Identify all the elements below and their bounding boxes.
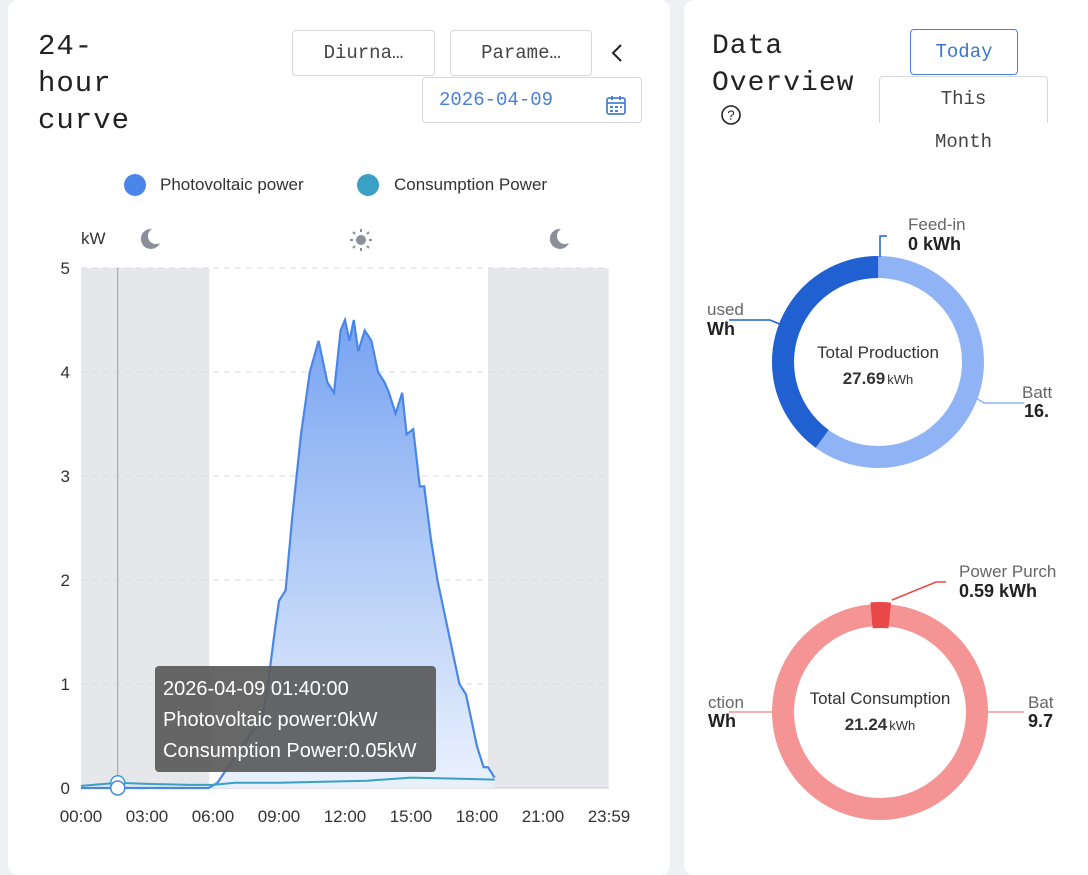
battery-consumption-label: Bat <box>1028 693 1054 712</box>
self-consumption-label: ction <box>708 693 744 712</box>
moon-icon <box>545 226 571 257</box>
consumption-donut[interactable] <box>684 560 1088 860</box>
hover-marker-pv <box>109 780 126 796</box>
tab-this-month[interactable]: This <box>879 76 1048 123</box>
x-tick-label: 12:00 <box>324 807 367 826</box>
consumption-center-label: Total Consumption <box>809 689 951 708</box>
production-center-label: Total Production <box>817 343 939 362</box>
y-tick-label: 5 <box>61 259 70 278</box>
x-tick-label: 06:00 <box>192 807 235 826</box>
help-circle-icon[interactable]: ? <box>720 104 742 131</box>
tooltip-pv: Photovoltaic power:0kW <box>163 709 378 731</box>
production-center-value: 27.69 <box>842 369 886 388</box>
consumption-purchase-arc <box>770 602 990 822</box>
x-tick-label: 18:00 <box>456 807 499 826</box>
y-tick-label: 1 <box>61 675 70 694</box>
legend-consumption-dot[interactable] <box>357 174 379 196</box>
y-tick-label: 3 <box>61 467 70 486</box>
production-donut[interactable] <box>684 200 1088 500</box>
x-tick-label: 09:00 <box>258 807 301 826</box>
consumption-line <box>80 776 495 787</box>
self-consumption-value: Wh <box>708 711 736 731</box>
production-center: Total Production 27.69 kWh <box>778 343 978 389</box>
x-tick-label: 21:00 <box>522 807 565 826</box>
y-unit-label: kW <box>81 229 106 248</box>
curve-title: 24- hour curve <box>38 28 130 139</box>
feed-in-label: Feed-in <box>908 215 966 234</box>
date-picker[interactable]: 2026-04-09 <box>422 77 642 123</box>
tab-today[interactable]: Today <box>910 29 1018 75</box>
moon-icon <box>136 226 162 257</box>
overview-title-line: Data <box>712 31 784 62</box>
x-tick-label: 15:00 <box>390 807 433 826</box>
night-band <box>488 268 609 788</box>
curve-card: 24- hour curve Diurna… Parame… 2026-04-0… <box>8 0 670 875</box>
chevron-left-icon[interactable] <box>606 38 630 68</box>
self-used-label: used <box>707 300 744 319</box>
parameter-select[interactable]: Parame… <box>450 30 592 76</box>
consumption-center: Total Consumption 21.24 kWh <box>780 689 980 735</box>
x-tick-label: 23:59 <box>588 807 631 826</box>
feed-in-value: 0 kWh <box>908 234 962 254</box>
power-purchase-label: Power Purch <box>959 562 1057 581</box>
chart-tooltip: 2026-04-09 01:40:00 Photovoltaic power:0… <box>155 666 436 772</box>
tooltip-time: 2026-04-09 01:40:00 <box>163 678 349 700</box>
curve-title-line: curve <box>38 104 131 137</box>
curve-title-line: 24- <box>38 30 94 63</box>
battery-consumption-value: 9.7 <box>1028 711 1054 731</box>
sun-icon <box>348 227 374 258</box>
legend-pv-dot[interactable] <box>124 174 146 196</box>
calendar-icon <box>605 89 627 115</box>
self-used-value: Wh <box>707 319 735 339</box>
curve-title-line: hour <box>38 67 112 100</box>
legend-pv-label[interactable]: Photovoltaic power <box>160 175 304 194</box>
y-tick-label: 0 <box>61 779 70 798</box>
x-tick-label: 00:00 <box>60 807 103 826</box>
overview-title: Data Overview <box>712 28 854 102</box>
tooltip-consumption: Consumption Power:0.05kW <box>163 740 417 762</box>
date-value: 2026-04-09 <box>439 89 554 111</box>
y-tick-label: 4 <box>61 363 70 382</box>
mode-select[interactable]: Diurna… <box>292 30 435 76</box>
production-center-unit: kWh <box>887 372 914 387</box>
consumption-center-unit: kWh <box>889 718 916 733</box>
battery-label: Batt <box>1022 383 1053 402</box>
overview-title-line: Overview <box>712 68 855 99</box>
overview-card: Data Overview ? Today This Month Feed-in… <box>684 0 1088 875</box>
tab-this-month-label: This <box>940 88 987 110</box>
y-tick-label: 2 <box>61 571 70 590</box>
consumption-center-value: 21.24 <box>844 715 888 734</box>
legend-consumption-label[interactable]: Consumption Power <box>394 175 548 194</box>
power-purchase-value: 0.59 kWh <box>959 581 1038 601</box>
x-tick-label: 03:00 <box>126 807 169 826</box>
tab-this-month-label-2[interactable]: Month <box>934 131 992 153</box>
svg-text:?: ? <box>727 108 734 123</box>
battery-value: 16. <box>1024 401 1050 421</box>
